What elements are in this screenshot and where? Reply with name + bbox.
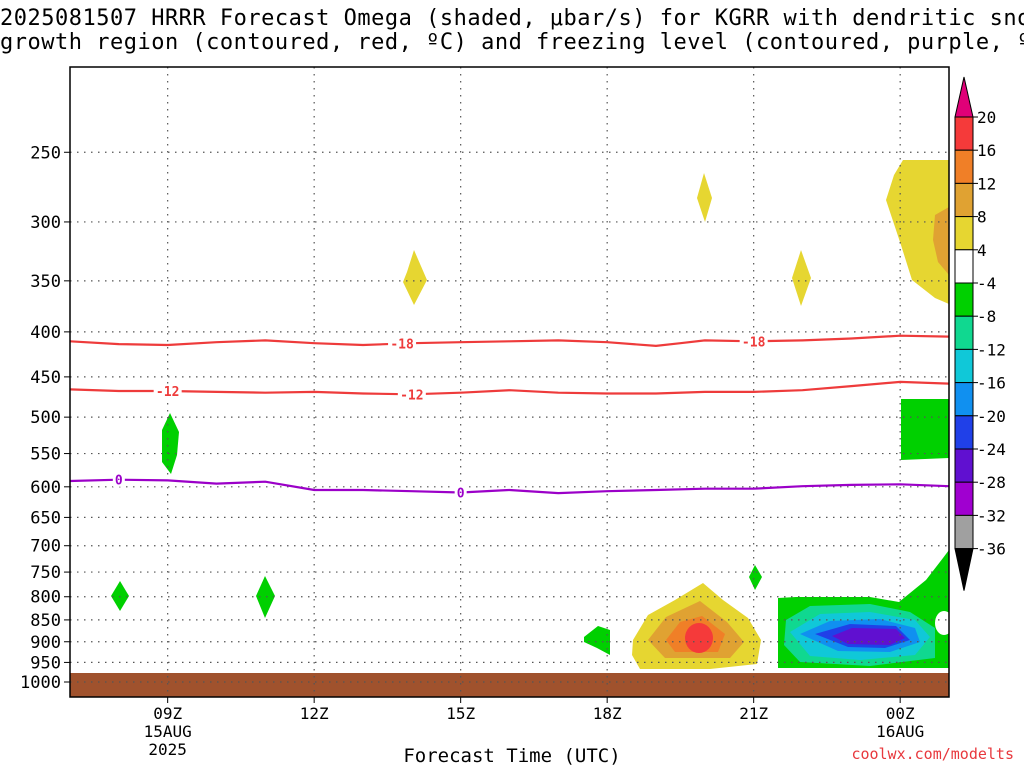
colorbar-extend-low [954,548,974,591]
colorbar-extend-high [954,76,974,118]
y-tick-label: 550 [30,445,61,465]
omega-cell [685,623,713,653]
x-axis-title: Forecast Time (UTC) [403,745,621,767]
colorbar-label: -16 [977,374,1006,393]
contour-label-bg [739,334,768,349]
colorbar-label: -32 [977,506,1006,525]
x-tick-sublabel: 2025 [148,740,187,759]
contour-label: 0 [457,487,465,502]
colorbar-swatch [954,348,974,384]
colorbar-label: -12 [977,340,1006,359]
omega-cell [256,576,275,618]
ground-fill [70,673,949,697]
x-tick-label: 15Z [446,704,475,723]
chart-title-line2: growth region (contoured, red, ºC) and f… [0,30,1024,55]
colorbar-swatch [954,514,974,550]
omega-cell [792,250,811,306]
contour-label: -12 [400,388,423,403]
colorbar-label: -4 [977,274,996,293]
colorbar-swatch [954,116,974,151]
colorbar-label: 20 [977,108,996,127]
colorbar-label: -28 [977,473,1006,492]
colorbar-label: -24 [977,440,1006,459]
y-tick-label: 1000 [20,673,61,693]
colorbar-label: 4 [977,241,987,260]
y-tick-label: 800 [30,588,61,608]
y-tick-label: 300 [30,213,61,233]
x-tick-sublabel: 15AUG [144,722,192,741]
contour-label-bg [153,384,182,399]
x-tick-label: 12Z [300,704,329,723]
omega-cell [901,399,949,460]
colorbar: 20 16 12 8 4 -4 -8 -12 -16 -20 -24 -28 -32 -36 [954,76,1006,591]
omega-gap [935,611,949,635]
x-tick-label: 21Z [739,704,768,723]
contours: -18 -18 -12 -12 0 0 [70,334,949,502]
colorbar-swatch [954,282,974,317]
y-tick-label: 250 [30,143,61,163]
colorbar-swatch [954,249,974,284]
colorbar-swatch [954,415,974,450]
colorbar-swatch [954,216,974,251]
watermark: coolwx.com/modelts [851,745,1014,763]
omega-cell [111,581,129,611]
omega-cell [403,250,427,305]
omega-cell [749,565,762,590]
contour-line [70,478,949,495]
y-tick-label: 500 [30,408,61,428]
contour-line [70,380,949,396]
contour-label: -18 [742,335,766,350]
colorbar-label: 12 [977,174,996,193]
y-axis: 2503003504004505005506006507007508008509… [20,143,70,693]
colorbar-label: -8 [977,307,996,326]
contour-line [70,334,949,348]
y-tick-label: 400 [30,323,61,343]
x-tick-sublabel: 16AUG [876,722,924,741]
contour-label: -18 [390,338,414,353]
colorbar-label: 16 [977,141,996,160]
colorbar-label: -36 [977,540,1006,559]
contour-label: -12 [156,385,179,400]
y-tick-label: 450 [30,368,61,388]
omega-cell [933,207,949,275]
omega-shading [70,160,949,697]
colorbar-label: 8 [977,208,987,227]
contour-label-bg [388,336,417,351]
x-tick-label: 00Z [886,704,915,723]
grid [70,67,949,697]
y-tick-label: 950 [30,653,61,673]
colorbar-swatch [954,448,974,483]
colorbar-swatch [954,481,974,516]
omega-cell [697,173,712,222]
y-tick-label: 850 [30,611,61,631]
y-tick-label: 700 [30,537,61,557]
y-tick-label: 750 [30,563,61,583]
y-tick-label: 600 [30,478,61,498]
contour-label-bg [397,387,426,402]
x-tick-label: 09Z [153,704,182,723]
omega-cell [584,626,610,655]
colorbar-label: -20 [977,407,1006,426]
colorbar-swatch [954,315,974,350]
colorbar-swatch [954,149,974,184]
contour-label-bg [454,485,467,500]
contour-label-bg [112,472,125,487]
x-tick-label: 18Z [593,704,622,723]
contour-label: 0 [115,474,123,489]
colorbar-swatch [954,182,974,218]
omega-cell [886,160,949,304]
colorbar-swatch [954,382,974,417]
y-tick-label: 900 [30,633,61,653]
omega-cell [832,628,905,645]
y-tick-label: 650 [30,508,61,528]
y-tick-label: 350 [30,272,61,292]
plot-frame [69,66,950,698]
omega-cell [162,413,179,474]
chart-title-line1: 2025081507 HRRR Forecast Omega (shaded, … [0,6,1024,31]
